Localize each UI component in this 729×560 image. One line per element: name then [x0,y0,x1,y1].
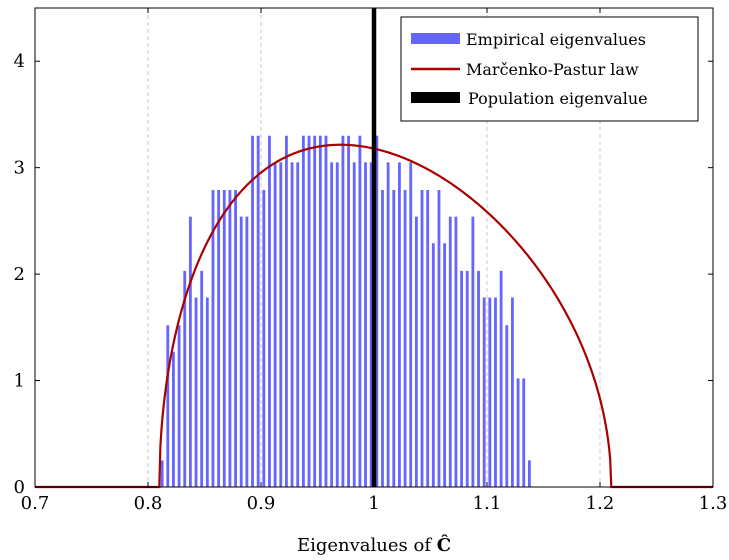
histogram-bar [420,190,424,487]
histogram-bar [245,216,249,487]
histogram-bar [222,190,226,487]
histogram-bar [465,270,469,487]
histogram-bar [443,243,447,487]
histogram-bar [437,190,441,487]
histogram-bar [431,243,435,487]
histogram-bar [172,351,175,487]
histogram-bar [205,297,209,487]
x-tick-label: 0.8 [134,493,163,514]
legend-swatch-population [411,92,460,103]
x-tick-label: 1.2 [586,493,615,514]
histogram-bar [330,162,334,487]
y-tick-label: 4 [14,51,25,72]
histogram-bar [499,270,503,487]
legend-label-empirical: Empirical eigenvalues [466,30,646,49]
histogram-bar [403,190,407,487]
histogram-bars [160,135,531,487]
histogram-bar [414,216,418,487]
histogram-bar [268,135,271,487]
y-tick-labels: 0 1 2 3 4 [14,51,25,498]
histogram-bar [335,162,339,487]
x-tick-label: 1.1 [473,493,502,514]
histogram-bar [307,135,311,487]
x-axis-label: Eigenvalues of Ĉ [297,533,451,556]
y-tick-label: 3 [14,158,25,179]
histogram-bar [313,135,317,487]
histogram-bar [381,190,384,487]
histogram-bar [279,162,283,487]
histogram-bar [262,190,266,487]
histogram-bar [341,135,345,487]
histogram-bar [358,135,362,487]
histogram-bar [409,162,413,487]
histogram-bar [488,297,492,487]
legend: Empirical eigenvalues Marčenko-Pastur la… [400,16,699,122]
histogram-bar [448,216,452,487]
histogram-bar [318,135,322,487]
histogram-bar [505,325,509,487]
y-tick-label: 0 [14,477,25,498]
histogram-bar [239,216,243,487]
histogram-bar [285,135,288,487]
x-tick-label: 0.9 [247,493,276,514]
x-axis-label-symbol: Ĉ [437,533,451,556]
legend-label-population: Population eigenvalue [468,89,648,108]
histogram-bar [183,270,187,487]
x-tick-label: 1.3 [699,493,728,514]
histogram-bar [477,270,480,487]
y-tick-label: 1 [14,371,25,392]
histogram-bar [511,297,514,487]
histogram-bar [364,162,367,487]
histogram-bar [166,325,170,487]
histogram-bar [301,135,305,487]
legend-label-marcenko-pastur: Marčenko-Pastur law [466,60,639,79]
histogram-bar [290,162,294,487]
histogram-bar [516,378,520,487]
histogram-bar [211,190,215,487]
histogram-bar [426,190,430,487]
histogram-bar [256,135,260,487]
histogram-bar [392,190,396,487]
histogram-bar [471,216,475,487]
histogram-bar [347,135,350,487]
histogram-bar [369,162,373,487]
histogram-bar [522,378,526,487]
histogram-bar [177,325,181,487]
axis-ticks [34,8,714,488]
x-tick-labels: 0.7 0.8 0.9 1 1.1 1.2 1.3 [21,493,728,514]
histogram-bar [386,162,390,487]
histogram-bar [200,270,204,487]
legend-swatch-empirical [411,33,460,44]
y-tick-label: 2 [14,264,25,285]
x-tick-label: 0.7 [21,493,50,514]
histogram-bar [494,297,497,487]
histogram-bar [296,162,300,487]
x-tick-label: 1 [368,493,379,514]
histogram-bar [527,460,531,487]
histogram-bar [234,190,237,487]
histogram-bar [375,135,379,487]
histogram-bar [454,216,458,487]
histogram-bar [160,460,164,487]
histogram-bar [273,162,277,487]
histogram-bar [194,297,198,487]
histogram-bar [228,190,232,487]
histogram-bar [188,216,192,487]
histogram-bar [251,135,254,487]
histogram-bar [398,162,401,487]
histogram-bar [324,135,328,487]
histogram-bar [482,297,486,487]
histogram-bar [460,270,463,487]
histogram-bar [217,190,221,487]
histogram-bar [352,162,356,487]
